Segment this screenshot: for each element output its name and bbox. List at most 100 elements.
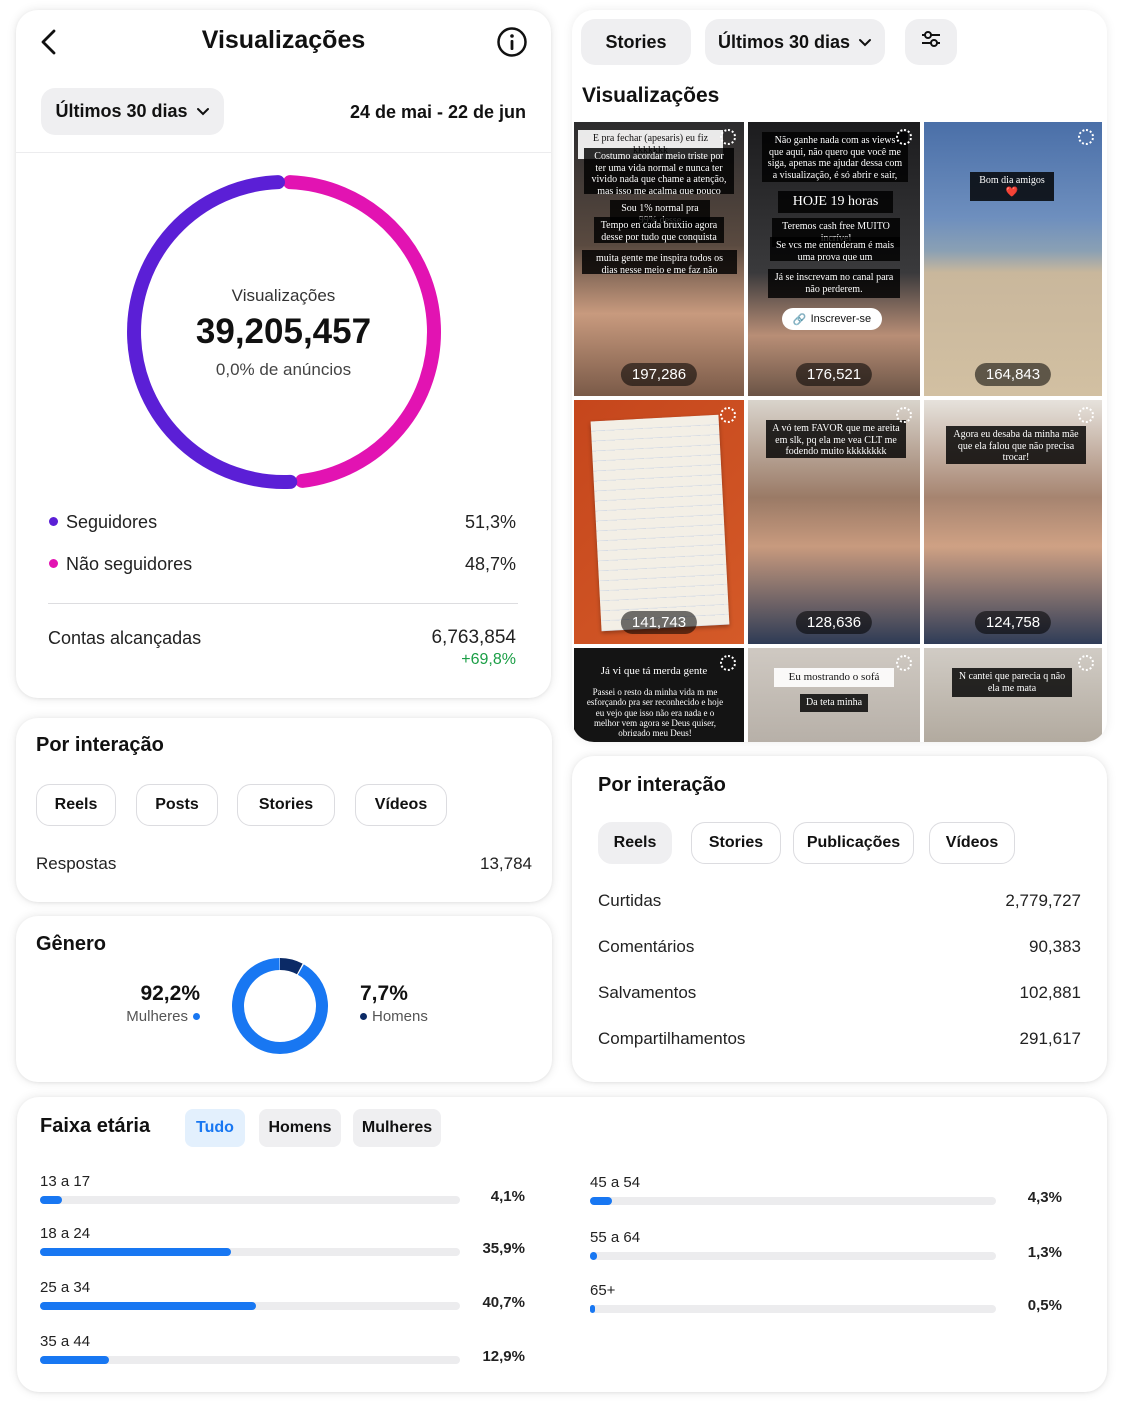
stories-panel: Stories Últimos 30 dias Visualizações E … <box>572 10 1107 742</box>
tab-videos[interactable]: Vídeos <box>355 784 447 826</box>
story-tile[interactable]: Agora eu desaba da minha mãe que ela fal… <box>924 400 1102 644</box>
story-tile[interactable]: N cantei que parecia q não ela me mata <box>924 648 1102 742</box>
donut-segment-followers <box>127 175 298 489</box>
age-range-pct: 1,3% <box>1027 1244 1062 1261</box>
story-ring-icon <box>896 407 912 423</box>
subscribe-button-label: Inscrever-se <box>810 313 872 325</box>
comments-value: 90,383 <box>1029 937 1081 956</box>
saves-label: Salvamentos <box>598 983 697 1002</box>
tab-publications[interactable]: Publicações <box>793 822 914 864</box>
age-bar-track <box>590 1305 996 1313</box>
range-dropdown-label: Últimos 30 dias <box>55 101 188 121</box>
stories-section-title: Visualizações <box>582 84 720 107</box>
tab-all[interactable]: Tudo <box>185 1109 245 1147</box>
story-caption: muita gente me inspira todos os dias nes… <box>582 250 737 274</box>
shares-label: Compartilhamentos <box>598 1029 746 1048</box>
type-filter-button[interactable]: Stories <box>581 19 691 65</box>
age-range-pct: 12,9% <box>482 1348 525 1365</box>
story-tile[interactable]: Eu mostrando o sofá Da teta minha <box>748 648 920 742</box>
story-ring-icon <box>896 129 912 145</box>
interaction-card-right: Por interação Reels Stories Publicações … <box>572 756 1107 1082</box>
story-caption: Agora eu desaba da minha mãe que ela fal… <box>946 426 1086 464</box>
tab-stories[interactable]: Stories <box>691 822 781 864</box>
tab-reels[interactable]: Reels <box>36 784 116 826</box>
section-title: Gênero <box>36 933 107 955</box>
tab-men[interactable]: Homens <box>259 1109 341 1147</box>
section-title: Por interação <box>36 734 164 756</box>
chevron-down-icon <box>858 32 872 53</box>
story-caption: HOJE 19 horas <box>778 191 893 214</box>
replies-label: Respostas <box>36 854 117 873</box>
story-ring-icon <box>1078 129 1094 145</box>
story-views-count: 197,286 <box>620 363 698 386</box>
age-range-pct: 0,5% <box>1027 1297 1062 1314</box>
story-views-count: 128,636 <box>795 611 873 634</box>
sliders-icon <box>920 29 942 55</box>
age-range-pct: 4,3% <box>1027 1189 1062 1206</box>
story-tile[interactable]: Já vi que tá merda gente Passei o resto … <box>574 648 744 742</box>
men-label: Homens <box>372 1008 428 1025</box>
women-label: Mulheres <box>126 1008 188 1025</box>
age-range-pct: 35,9% <box>482 1240 525 1257</box>
age-bar-fill <box>40 1248 231 1256</box>
likes-label: Curtidas <box>598 891 662 910</box>
legend-dot <box>360 1013 367 1020</box>
age-bar-track <box>40 1356 460 1364</box>
age-bar-fill <box>590 1305 595 1313</box>
chevron-down-icon <box>196 101 210 122</box>
story-caption: N cantei que parecia q não ela me mata <box>952 668 1072 697</box>
story-tile[interactable]: Bom dia amigos ❤️ 164,843 <box>924 122 1102 396</box>
legend-dot-followers <box>49 517 58 526</box>
donut-total: 39,205,457 <box>195 312 372 351</box>
story-tile[interactable]: E pra fechar (apesaris) eu fiz kkkkkkk C… <box>574 122 744 396</box>
age-bar-fill <box>590 1197 613 1205</box>
legend-dot <box>193 1013 200 1020</box>
story-caption: Costumo acordar meio triste por ter uma … <box>584 148 734 194</box>
replies-value: 13,784 <box>480 854 532 873</box>
range-dropdown[interactable]: Últimos 30 dias <box>41 88 224 135</box>
views-card: Visualizações Últimos 30 dias 24 de mai … <box>16 10 551 698</box>
legend-dot-nonfollowers <box>49 559 58 568</box>
reach-label: Contas alcançadas <box>48 628 202 648</box>
section-title: Faixa etária <box>40 1115 151 1137</box>
donut-ads: 0,0% de anúncios <box>215 360 352 379</box>
story-caption: Não ganhe nada com as views que aqui, nã… <box>762 132 908 182</box>
story-ring-icon <box>720 129 736 145</box>
story-caption: A vó tem FAVOR que me areita em slk, pq … <box>766 420 906 458</box>
tab-reels[interactable]: Reels <box>598 822 672 864</box>
story-caption: Eu mostrando o sofá <box>774 668 894 687</box>
story-ring-icon <box>1078 655 1094 671</box>
filter-settings-button[interactable] <box>905 19 957 65</box>
info-icon[interactable] <box>496 26 528 58</box>
legend-followers-label: Seguidores <box>66 512 158 532</box>
gender-segment-women <box>232 958 328 1054</box>
story-views-count: 176,521 <box>795 363 873 386</box>
age-range-label: 18 a 24 <box>40 1225 91 1242</box>
subscribe-button[interactable]: 🔗 Inscrever-se <box>782 308 882 330</box>
range-filter-dropdown[interactable]: Últimos 30 dias <box>705 19 885 65</box>
gender-segment-men <box>279 958 303 975</box>
link-icon: 🔗 <box>792 313 807 326</box>
saves-value: 102,881 <box>1019 983 1081 1002</box>
age-card: Faixa etária Tudo Homens Mulheres 13 a 1… <box>17 1097 1107 1392</box>
women-legend: Mulheres <box>126 1008 200 1025</box>
story-tile[interactable]: A vó tem FAVOR que me areita em slk, pq … <box>748 400 920 644</box>
reach-value: 6,763,854 <box>431 627 516 648</box>
age-range-label: 25 a 34 <box>40 1279 91 1296</box>
story-caption: Já se inscrevam no canal para não perder… <box>768 269 900 298</box>
tab-women[interactable]: Mulheres <box>353 1109 441 1147</box>
story-tile[interactable]: 141,743 <box>574 400 744 644</box>
legend-nonfollowers-value: 48,7% <box>464 554 516 574</box>
interaction-card-left: Por interação Reels Posts Stories Vídeos… <box>16 718 552 902</box>
tab-stories[interactable]: Stories <box>237 784 335 826</box>
likes-value: 2,779,727 <box>1005 891 1081 910</box>
story-tile[interactable]: Não ganhe nada com as views que aqui, nã… <box>748 122 920 396</box>
tab-posts[interactable]: Posts <box>136 784 218 826</box>
age-bar-track <box>590 1252 996 1260</box>
tab-videos[interactable]: Vídeos <box>929 822 1015 864</box>
views-donut <box>127 175 441 489</box>
age-range-label: 45 a 54 <box>590 1174 641 1191</box>
women-pct: 92,2% <box>140 982 200 1005</box>
back-arrow-icon[interactable] <box>38 28 60 56</box>
legend-nonfollowers-label: Não seguidores <box>66 554 193 574</box>
